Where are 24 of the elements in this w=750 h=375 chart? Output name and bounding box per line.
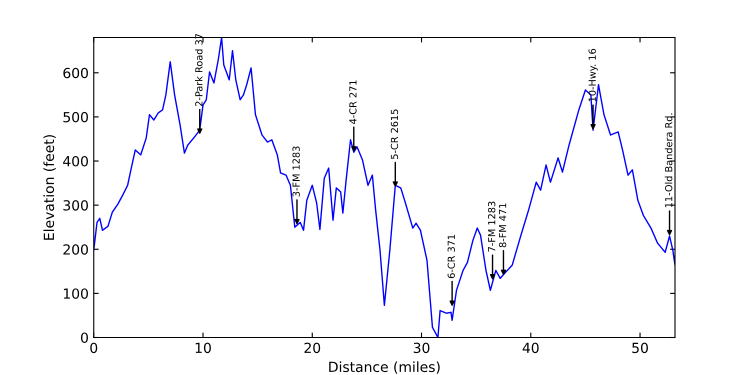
- annotation: 6-CR 371: [448, 234, 455, 278]
- annotation: 4-CR 271: [349, 80, 357, 124]
- x-tick-label: 30: [414, 342, 430, 354]
- annotation: 2-Park Road 37: [195, 34, 203, 106]
- y-axis-title: Elevation (feet): [43, 135, 56, 240]
- y-tick-label: 300: [63, 200, 88, 211]
- annotation: 10-Hwy. 16: [588, 48, 598, 102]
- y-tick-label: 400: [63, 156, 88, 167]
- annotation: 11-Old Bandera Rd.: [664, 114, 672, 208]
- x-tick-label: 10: [196, 342, 211, 354]
- y-tick-label: 100: [64, 288, 88, 299]
- annotation: 5-CR 2615: [390, 110, 398, 159]
- y-tick-label: 500: [63, 112, 88, 122]
- annotation: 8-FM 471: [498, 204, 506, 248]
- y-tick-label: 200: [63, 244, 88, 255]
- x-axis-title: Distance (miles): [329, 361, 440, 374]
- y-tick-label: 0: [80, 332, 88, 343]
- x-tick-label: 50: [632, 342, 648, 354]
- x-tick-label: 0: [90, 342, 98, 354]
- annotation: 7-FM 1283: [488, 202, 496, 252]
- y-tick-label: 600: [63, 68, 88, 78]
- annotation: 3-FM 1283: [292, 146, 300, 196]
- x-tick-label: 40: [522, 342, 539, 354]
- x-tick-label: 20: [304, 342, 320, 354]
